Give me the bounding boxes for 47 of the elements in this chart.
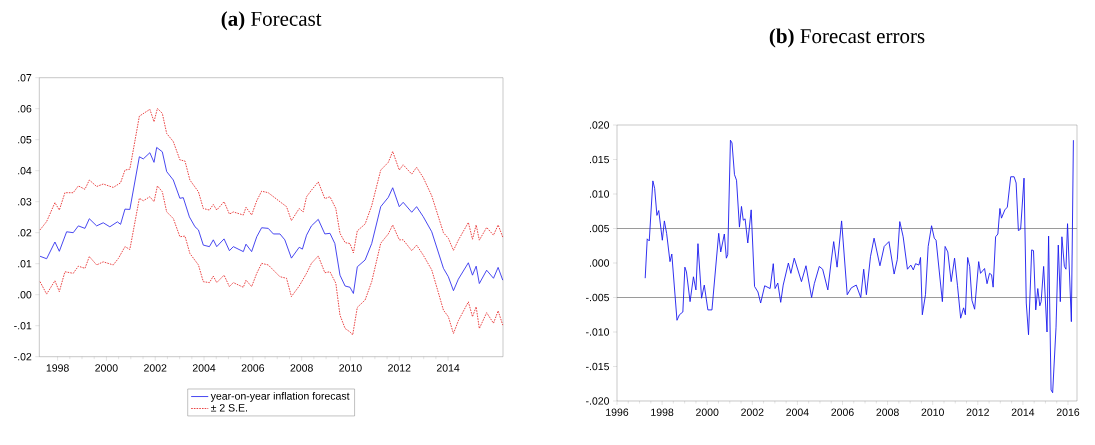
y-tick-label: .04 <box>18 166 32 175</box>
y-tick-label: .00 <box>18 290 32 299</box>
y-tick-label: .01 <box>18 259 32 268</box>
legend-label: year-on-year inflation forecast <box>210 391 350 402</box>
y-tick-label: .06 <box>18 104 32 113</box>
chart-title: (b) Forecast errors <box>769 28 925 48</box>
x-tick-label: 2006 <box>831 408 854 416</box>
y-tick-label: .020 <box>590 121 610 129</box>
line-series <box>39 107 504 254</box>
x-tick-label: 2014 <box>436 364 460 372</box>
x-tick-label: 1998 <box>651 408 674 416</box>
y-tick-label: .05 <box>18 135 32 144</box>
x-tick-label: 2010 <box>339 364 362 372</box>
x-tick-label: 2000 <box>95 364 118 372</box>
y-tick-label: -.02 <box>14 352 32 361</box>
legend-label: ± 2 S.E. <box>211 404 248 412</box>
x-tick-label: 2008 <box>290 364 313 372</box>
line-series <box>39 185 504 336</box>
x-tick-label: 2016 <box>1056 408 1080 416</box>
x-tick-label: 2000 <box>696 408 719 416</box>
y-tick-label: .000 <box>590 259 610 267</box>
y-tick-label: .005 <box>590 224 610 233</box>
line-series <box>39 147 504 294</box>
chart-title: (a) Forecast <box>221 11 322 31</box>
x-tick-label: 2014 <box>1011 408 1035 416</box>
y-tick-label: .015 <box>590 155 610 164</box>
x-tick-label: 2002 <box>741 408 764 416</box>
y-tick-label: -.020 <box>586 397 610 405</box>
y-tick-label: -.01 <box>14 321 32 330</box>
y-tick-label: .03 <box>18 197 32 206</box>
x-tick-label: 2008 <box>876 408 899 416</box>
y-tick-label: .010 <box>590 190 610 198</box>
x-tick-label: 2010 <box>921 408 944 416</box>
y-tick-label: .02 <box>18 228 32 237</box>
y-tick-label: -.010 <box>586 328 610 336</box>
x-tick-label: 2006 <box>241 364 265 372</box>
x-tick-label: 2012 <box>388 364 411 372</box>
y-tick-label: -.015 <box>586 362 610 371</box>
x-tick-label: 1998 <box>46 364 69 372</box>
x-tick-label: 2012 <box>966 408 989 416</box>
line-series <box>644 139 1074 394</box>
x-tick-label: 2004 <box>192 364 216 372</box>
x-tick-label: 2004 <box>786 408 809 416</box>
x-tick-label: 1996 <box>606 408 629 416</box>
y-tick-label: -.005 <box>586 293 610 302</box>
y-tick-label: .07 <box>18 73 32 82</box>
x-tick-label: 2002 <box>144 364 167 372</box>
